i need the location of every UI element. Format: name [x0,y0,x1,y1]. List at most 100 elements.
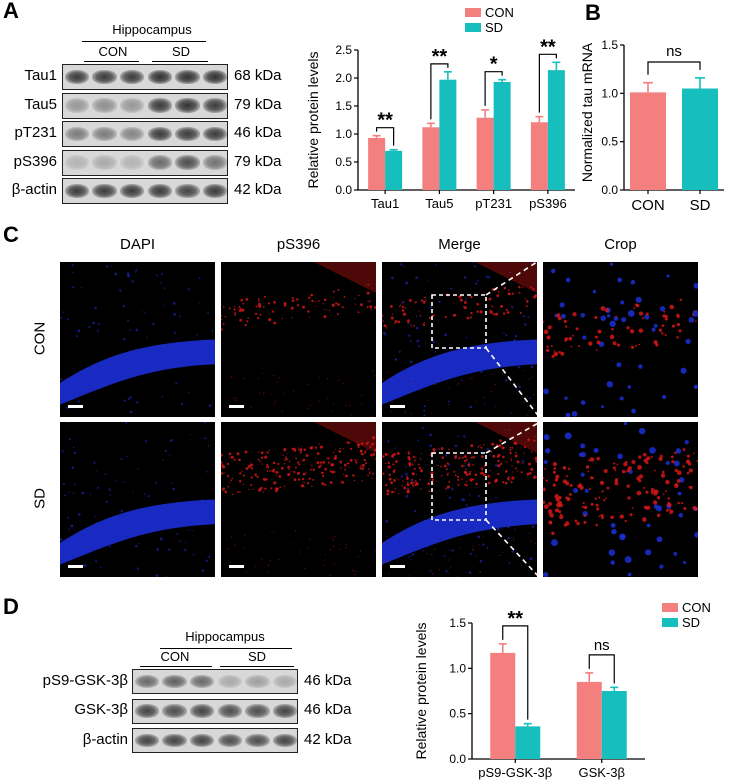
ps396-dot [431,573,434,575]
ps396-dot [250,483,253,486]
ps396-dot [273,481,277,485]
ps396-dot [406,475,408,478]
ps396-dot [335,302,338,305]
ps396-dot [283,448,287,452]
nucleus-dot [571,410,578,417]
ps396-dot [498,290,500,292]
ps396-dot [386,380,388,382]
nucleus-dot [156,548,159,551]
blot-band [272,704,298,718]
ps396-dot [298,463,301,466]
ps396-dot [469,316,472,319]
ps396-dot [258,300,260,302]
ps396-dot [278,475,282,478]
nucleus-dot [580,312,586,318]
nucleus-dot [565,412,571,417]
nucleus-dot [693,384,698,390]
ps396-dot [230,479,233,482]
ps396-dot [686,454,690,458]
ps396-dot [437,464,439,467]
ps396-dot [676,470,682,476]
ps396-dot [470,444,474,448]
ps396-dot [543,477,545,480]
nucleus-dot [611,528,617,535]
nucleus-dot [119,289,122,292]
nucleus-dot [188,391,190,394]
bar [682,88,718,190]
ps396-dot [413,459,416,462]
ps396-dot [276,381,278,383]
ps396-dot [626,484,630,488]
ps396-dot [516,470,519,472]
ps396-dot [605,308,609,313]
ps396-dot [641,517,647,522]
zoom-line-con-bottom [485,347,541,419]
ps396-dot [653,469,656,472]
micrograph-sd-2 [382,422,537,577]
ps396-dot [463,301,467,304]
ps396-dot [688,485,691,489]
ps396-dot [674,468,678,473]
nucleus-dot [89,550,91,552]
ps396-dot [652,500,658,505]
nucleus-dot [164,287,166,289]
ps396-dot [491,304,493,307]
nucleus-dot [180,402,184,405]
nucleus-dot [137,468,139,470]
nucleus-dot [649,447,656,454]
ps396-dot [498,445,501,448]
ps396-dot [448,448,450,451]
blot-d-con-line [140,666,212,667]
nucleus-dot [96,329,99,332]
ps396-dot [491,288,495,291]
legend-label: CON [485,5,514,20]
bar [601,691,627,759]
ps396-dot [638,343,640,346]
ps396-dot [656,513,661,518]
nucleus-dot [564,396,568,400]
ps396-dot [671,324,676,328]
ps396-dot [417,463,420,466]
blot-band [217,733,242,748]
ps396-dot [278,472,280,474]
micrograph-con-2 [382,262,537,417]
ps396-dot [266,463,269,466]
ps396-dot [463,459,467,463]
ps396-dot [279,376,281,379]
blot-band [92,98,117,113]
ps396-dot [227,406,229,408]
nucleus-dot [422,549,425,552]
ps396-dot [236,452,240,456]
ps396-dot [576,521,580,526]
ps396-dot [619,514,624,519]
x-tick-label: Tau1 [371,196,399,211]
ps396-dot [258,488,262,492]
ps396-dot [231,477,234,480]
ps396-dot [454,457,457,460]
nucleus-dot [60,316,63,319]
ps396-dot [375,550,376,552]
ps396-dot [337,303,340,306]
nucleus-dot [105,500,108,504]
panel-letter-d: D [3,594,19,619]
nucleus-dot [147,495,150,498]
ps396-dot [589,457,595,462]
ps396-dot [507,378,510,381]
cell-layer-band [382,499,537,565]
ps396-dot [271,531,273,533]
ps396-dot [627,496,631,500]
nucleus-dot [505,334,508,337]
nucleus-dot [205,470,208,473]
ps396-dot [324,554,326,556]
ps396-dot [388,573,390,575]
nucleus-dot [170,482,173,485]
ps396-dot [614,479,618,483]
ps396-dot [663,310,666,313]
ps396-dot [382,408,383,410]
ps396-dot [484,474,487,476]
ps396-dot [563,523,567,527]
nucleus-dot [514,528,516,531]
ps396-dot [666,502,672,508]
ps396-dot [511,446,514,449]
blot-band [92,126,117,142]
